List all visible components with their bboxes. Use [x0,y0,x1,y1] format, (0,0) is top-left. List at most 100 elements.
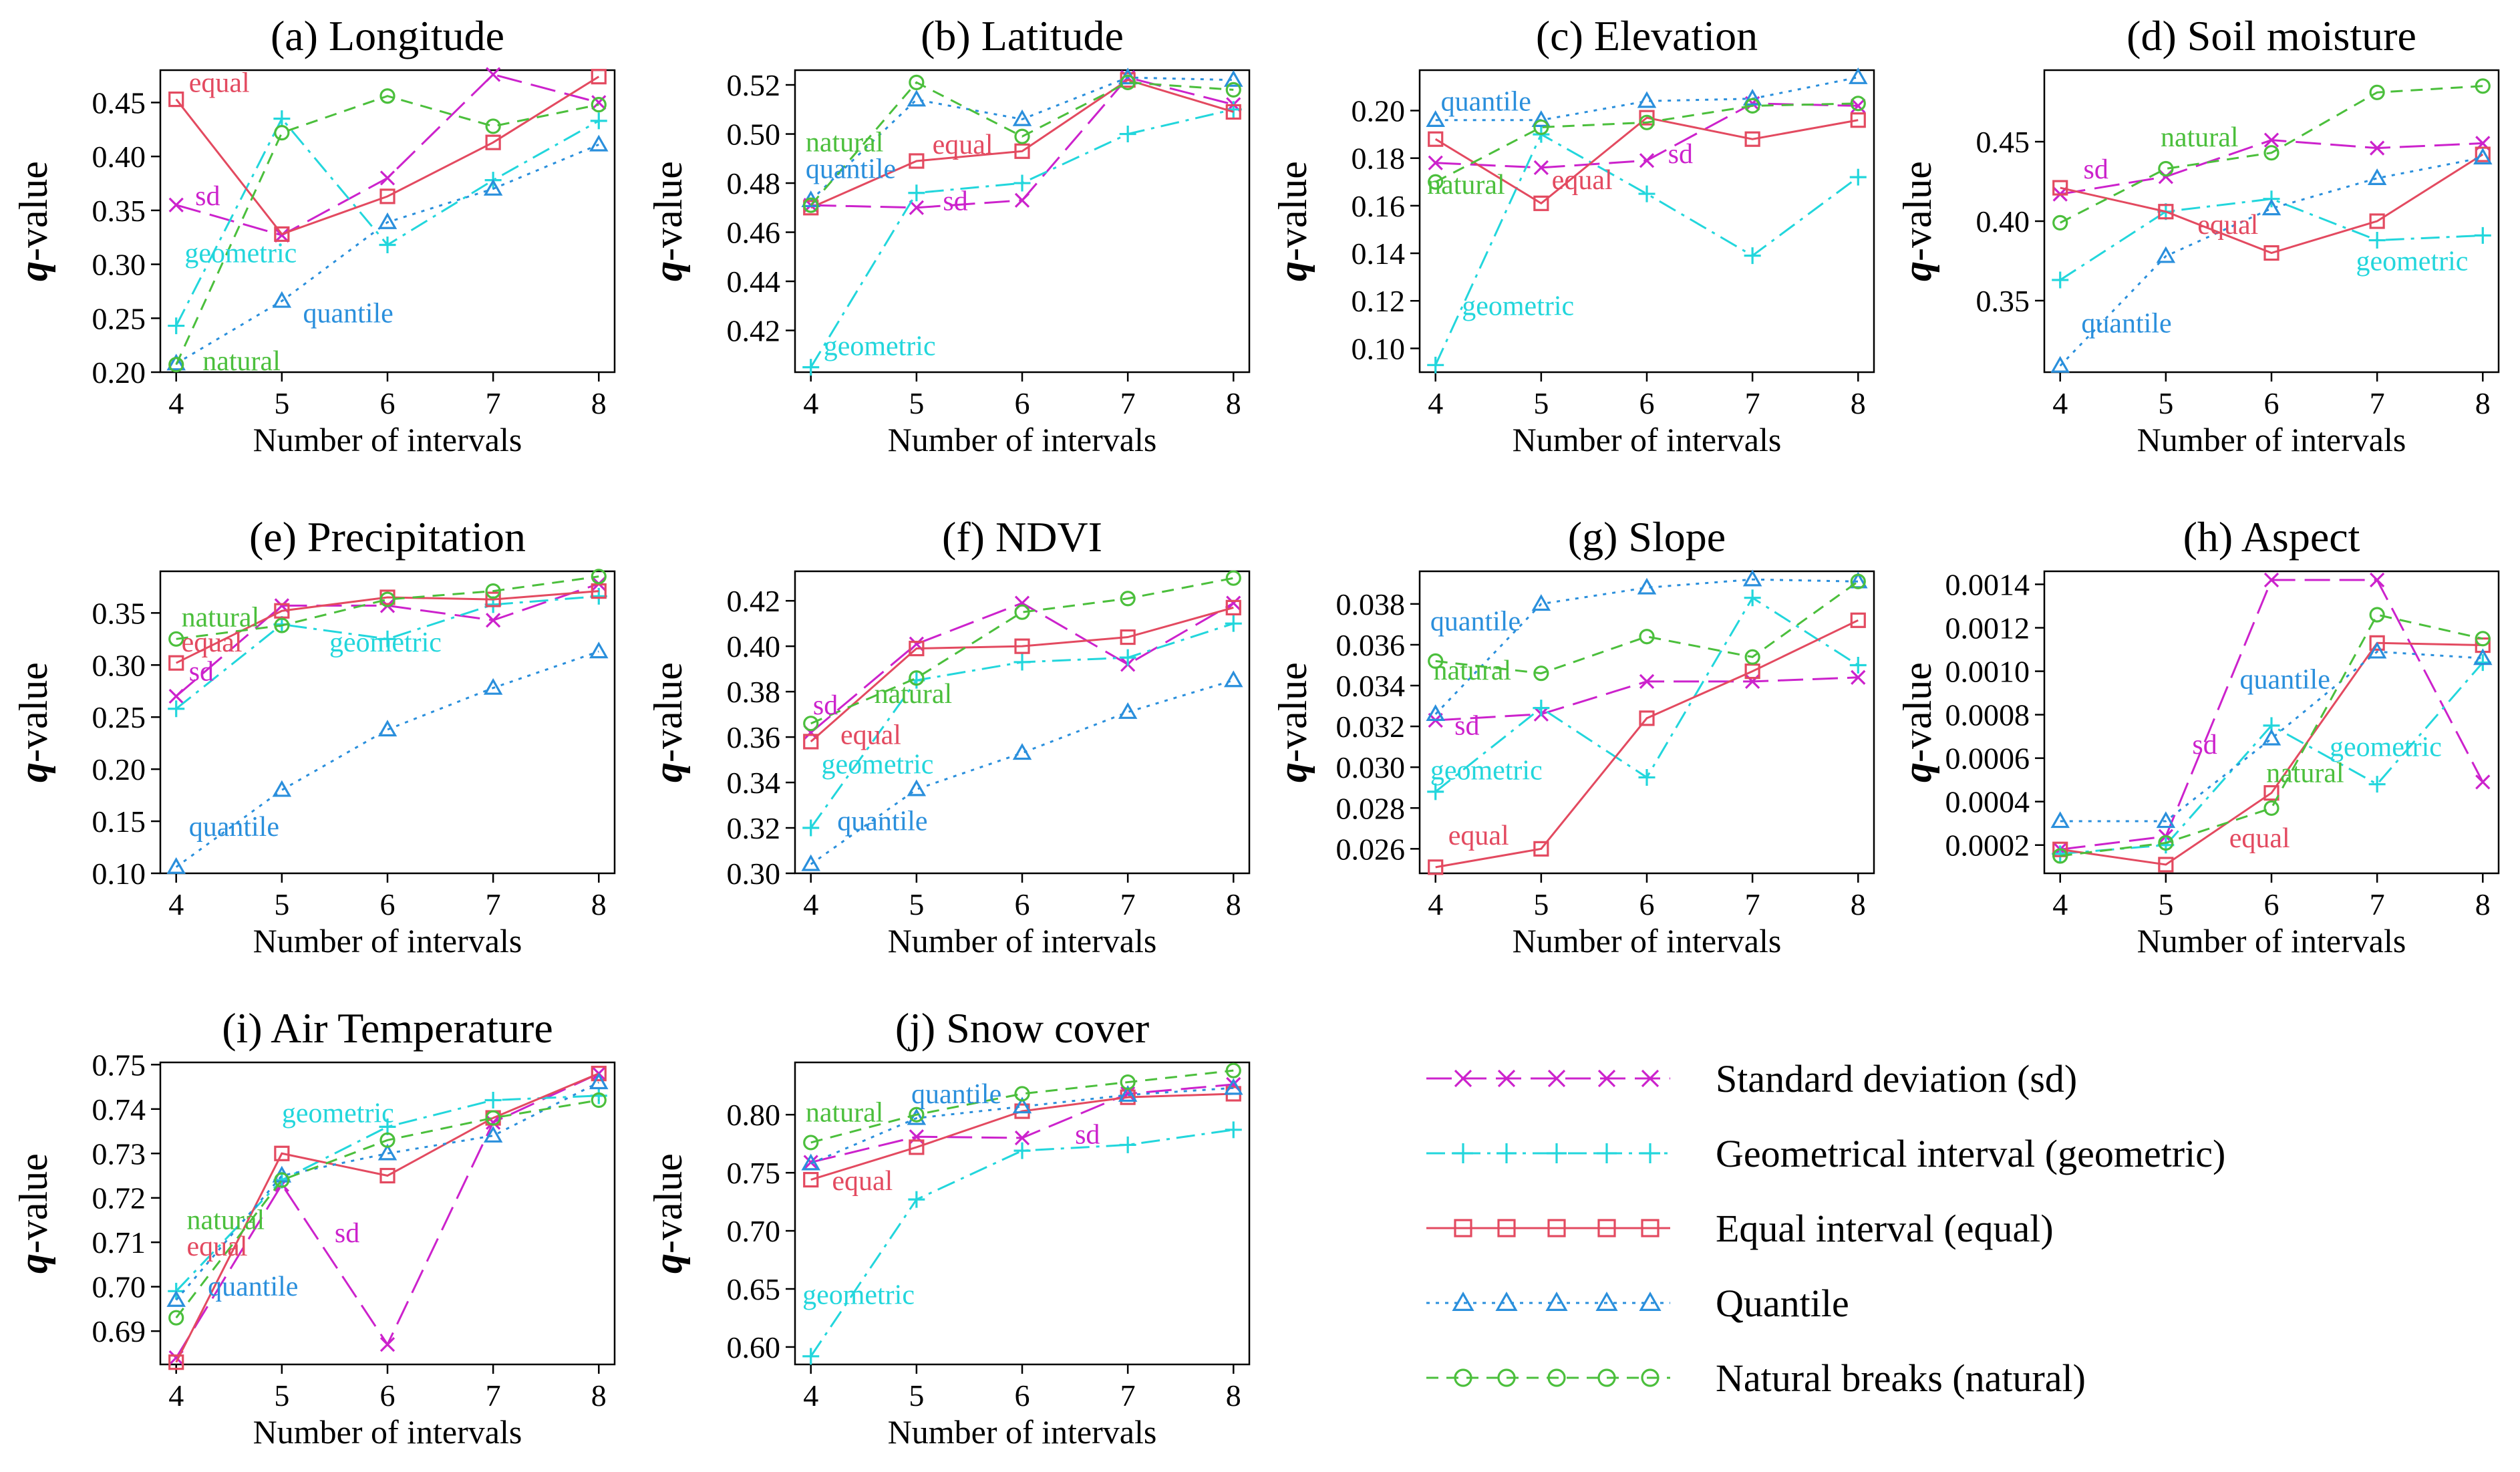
y-tick-label: 0.45 [1976,125,2030,159]
annotation-equal: equal [187,1231,248,1262]
data-point-quantile [1531,594,1551,611]
x-axis-label: Number of intervals [888,1413,1157,1451]
panel-title: (h) Aspect [2183,513,2360,561]
data-point-quantile [1742,569,1762,587]
data-point-equal [1225,599,1241,615]
panel-title: (e) Precipitation [249,513,526,561]
data-point-sd [1226,595,1241,611]
data-point-geometric [2368,232,2386,249]
series-line-natural [810,577,1234,725]
data-point-natural [274,1172,290,1188]
x-tick-label: 4 [1428,386,1443,420]
series-line-natural [810,81,1234,206]
data-point-natural [1428,653,1444,669]
data-point-equal [591,583,607,599]
y-tick-label: 0.20 [92,752,146,786]
x-axis-label: Number of intervals [2137,922,2406,960]
data-point-natural [485,583,501,599]
data-point-natural [1533,666,1549,682]
data-point-equal [1225,104,1241,120]
y-tick-label: 0.20 [92,355,146,390]
data-point-geometric [1849,656,1867,674]
data-point-quantile [2050,355,2070,373]
chart-panel-1: (a) Longitude 0.20 0.25 0.30 0.35 0.40 0.45 4 5 6… [11,12,616,458]
series-line-quantile [810,1086,1234,1165]
legend-marker [1453,1143,1473,1163]
data-point-equal [803,1171,819,1188]
y-axis-label: q-value [646,662,690,782]
series-line-equal [1435,619,1859,869]
annotation-natural: natural [2266,758,2344,788]
series-line-equal [2060,641,2483,866]
series-line-geometric [1434,132,1859,365]
x-axis-label: Number of intervals [253,421,522,458]
data-point-quantile [1742,88,1762,106]
data-point-geometric [1427,783,1444,800]
x-tick-label: 8 [1851,887,1866,921]
x-tick-label: 5 [274,1378,289,1413]
annotation-natural: natural [806,127,884,158]
data-point-equal [1014,638,1030,654]
y-tick-label: 0.69 [92,1314,146,1348]
data-point-geometric [2474,654,2491,672]
panel-title: (b) Latitude [921,12,1124,59]
data-point-quantile [166,1290,186,1307]
y-tick-label: 0.34 [727,766,781,800]
series-line-equal [810,79,1234,209]
y-tick-label: 0.71 [92,1225,146,1260]
data-point-natural [168,631,184,647]
y-tick-label: 0.45 [92,86,146,120]
data-point-sd [2475,774,2491,790]
x-axis-label: Number of intervals [253,922,522,960]
y-tick-label: 0.72 [92,1181,146,1215]
x-tick-label: 4 [2052,887,2068,921]
data-point-geometric [273,110,291,128]
data-point-equal [803,734,819,750]
x-tick-label: 8 [1226,1378,1241,1413]
data-point-quantile [166,353,186,371]
x-tick-label: 6 [1015,386,1030,420]
data-point-equal [1639,710,1655,726]
data-point-quantile [377,720,398,737]
x-axis-label: Number of intervals [888,922,1157,960]
annotation-equal: equal [933,130,993,160]
data-point-natural [1225,82,1241,98]
data-point-geometric [1533,700,1550,717]
series-line-natural [1435,102,1859,183]
data-point-equal [485,134,501,150]
series-line-quantile [175,144,599,365]
data-point-equal [379,188,396,204]
data-point-quantile [483,1125,503,1143]
data-point-natural [1120,1074,1136,1090]
data-point-equal [2263,245,2279,261]
data-point-sd [1428,155,1443,170]
legend-label: Equal interval (equal) [1716,1207,2054,1250]
legend-marker [1497,1069,1516,1088]
x-tick-label: 5 [2158,386,2173,420]
data-point-natural [803,716,819,732]
annotation-sd: sd [189,657,214,688]
series-line-natural [175,95,599,365]
annotation-geometric: geometric [329,627,442,658]
data-point-equal [1014,143,1030,159]
data-point-quantile [1224,69,1243,87]
legend-marker [1497,1368,1516,1387]
legend-marker [1454,1069,1472,1088]
series-natural [1428,573,1866,682]
y-tick-label: 0.25 [92,700,146,734]
data-point-equal [1428,859,1444,875]
data-point-geometric [1849,168,1867,186]
panel-title: (a) Longitude [271,12,504,59]
panel-title: (j) Snow cover [895,1004,1149,1052]
legend-marker [1547,1368,1566,1387]
data-point-geometric [2368,776,2386,793]
data-point-quantile [907,1108,927,1125]
data-point-natural [485,1110,501,1126]
plot-frame [794,69,1251,374]
x-tick-label: 7 [1120,1378,1136,1413]
data-point-quantile [1637,577,1657,595]
x-tick-label: 4 [2052,386,2068,420]
data-point-quantile [801,854,820,871]
chart-panel-5: (e) Precipitation 0.10 0.15 0.20 0.25 0.30 0.3… [11,513,616,960]
annotation-sd: sd [1075,1120,1100,1151]
